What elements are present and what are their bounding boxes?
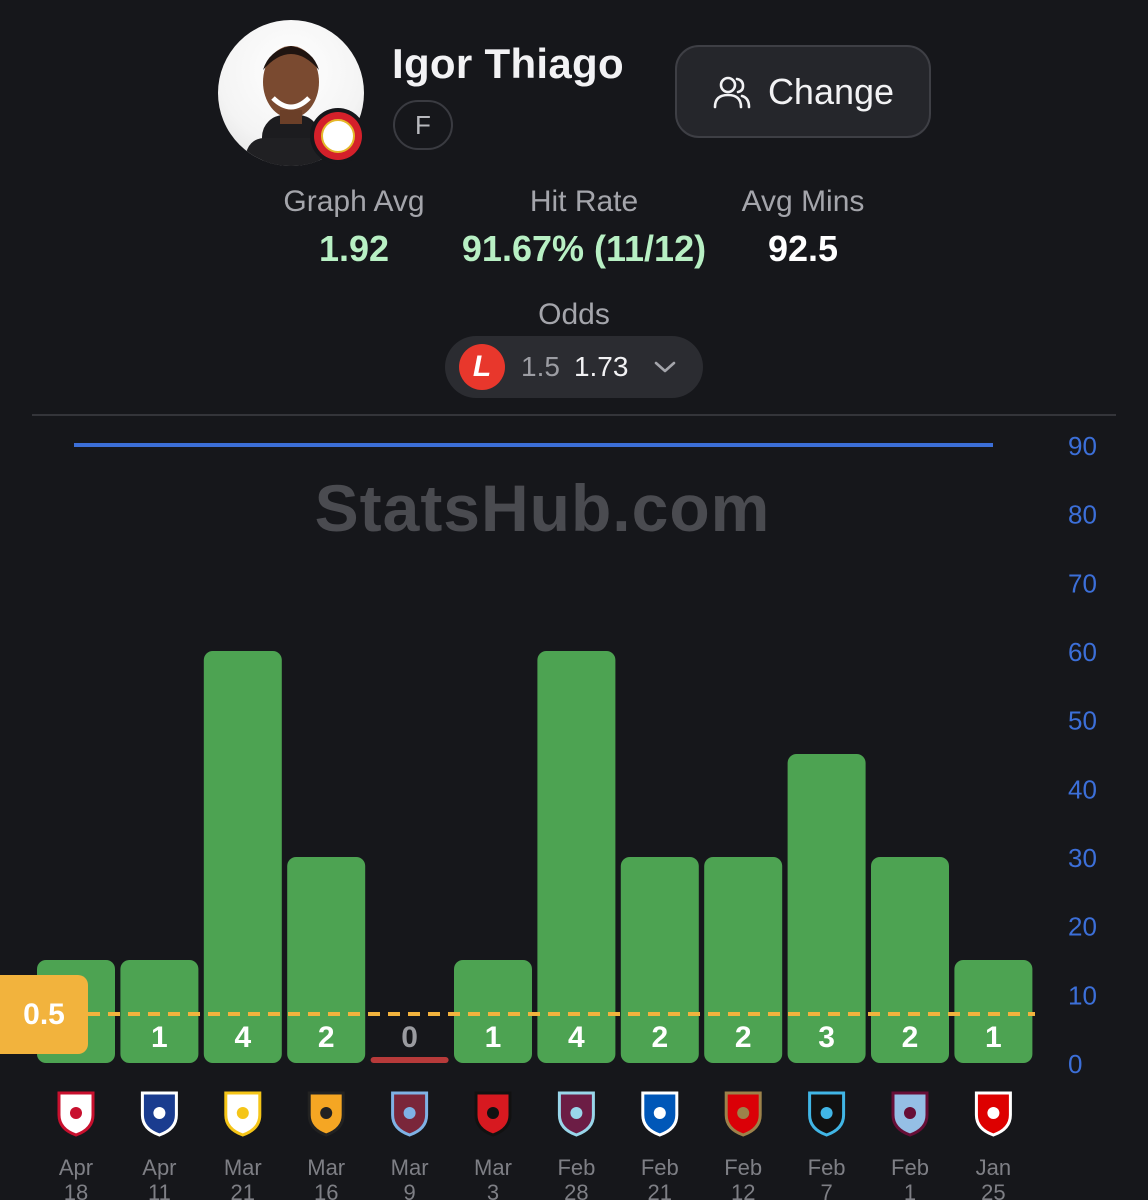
threshold-label: 0.5 [0,975,88,1054]
opponent-crest-detail [403,1107,416,1119]
odds-label: Odds [538,298,610,331]
position-badge: F [393,100,453,150]
date-day-label: 25 [981,1180,1005,1200]
hit-rate-value: 91.67% (11/12) [461,228,707,269]
opponent-crest-detail [987,1107,1000,1119]
bar [954,960,1033,1063]
player-avatar [218,20,366,166]
graph-avg-value: 1.92 [318,228,390,269]
y-tick-label: 60 [1068,637,1097,667]
date-month-label: Mar [224,1155,262,1180]
bar [787,754,866,1063]
opponent-crest-detail [904,1107,916,1119]
date-month-label: Mar [391,1155,429,1180]
change-player-button[interactable]: Change [675,45,931,138]
bar [287,857,366,1063]
bar-value-label: 2 [318,1021,335,1054]
opponent-crest-detail [153,1107,166,1119]
date-day-label: 12 [731,1180,755,1200]
opponent-crest-detail [653,1107,666,1119]
odds-line: 1.5 [521,351,560,382]
avg-mins-label: Avg Mins [741,185,865,218]
y-tick-label: 80 [1068,500,1097,530]
date-month-label: Feb [724,1155,762,1180]
date-month-label: Feb [557,1155,595,1180]
bar-value-label: 1 [151,1021,168,1054]
date-day-label: 18 [64,1180,88,1200]
date-month-label: Feb [891,1155,929,1180]
y-tick-label: 90 [1068,431,1097,461]
opponent-crest-detail [487,1107,499,1119]
divider [32,414,1116,416]
watermark: StatsHub.com [314,471,771,545]
y-tick-label: 50 [1068,706,1097,736]
hit-rate-label: Hit Rate [529,185,639,218]
bar [620,857,699,1063]
ladbrokes-logo-icon: L [459,344,505,390]
graph-avg-label: Graph Avg [283,185,425,218]
change-button-label: Change [767,70,895,112]
date-day-label: 7 [820,1180,832,1200]
y-tick-label: 40 [1068,774,1097,804]
y-tick-label: 10 [1068,980,1097,1010]
bar-value-label: 2 [651,1021,668,1054]
bar-value-label: 2 [735,1021,752,1054]
date-day-label: 16 [314,1180,338,1200]
date-day-label: 28 [564,1180,588,1200]
brentford-crest-icon [310,108,366,164]
y-tick-label: 30 [1068,843,1097,873]
opponent-crest-detail [70,1107,82,1119]
opponent-crest-detail [737,1107,750,1119]
date-month-label: Feb [808,1155,846,1180]
bar [704,857,783,1063]
opponent-crest-detail [320,1107,333,1119]
y-tick-label: 20 [1068,912,1097,942]
bar [120,960,199,1063]
bar-value-label: 1 [485,1021,502,1054]
date-month-label: Feb [641,1155,679,1180]
date-month-label: Mar [474,1155,512,1180]
bar-value-label: 1 [985,1021,1002,1054]
date-day-label: 9 [403,1180,415,1200]
date-day-label: 21 [231,1180,255,1200]
bar [370,1057,449,1063]
bar [454,960,532,1063]
opponent-crest-detail [820,1107,833,1119]
bar-value-label: 2 [902,1021,919,1054]
y-tick-label: 70 [1068,568,1097,598]
date-month-label: Apr [59,1155,93,1180]
date-day-label: 11 [148,1180,171,1200]
odds-price: 1.73 [573,351,629,382]
bar [537,651,616,1063]
bar-value-label: 3 [818,1021,835,1054]
y-tick-label: 0 [1068,1049,1082,1079]
date-day-label: 1 [904,1180,916,1200]
opponent-crest-detail [570,1107,583,1119]
player-name: Igor Thiago [392,40,624,87]
bar [871,857,949,1063]
bar [203,651,282,1063]
date-day-label: 3 [487,1180,499,1200]
opponent-crest-detail [236,1107,249,1119]
date-month-label: Mar [307,1155,345,1180]
odds-selector[interactable]: L 1.5 1.73 [445,336,703,398]
bar-value-label: 4 [568,1021,585,1054]
bar-value-label: 4 [234,1021,251,1054]
avg-mins-value: 92.5 [767,228,839,269]
bar-value-label: 0 [401,1021,418,1054]
minutes-goals-chart: 0102030405060708090Apr181Apr114Mar212Mar… [37,431,1097,1200]
date-month-label: Jan [976,1155,1011,1180]
date-month-label: Apr [142,1155,176,1180]
date-day-label: 21 [648,1180,672,1200]
chevron-down-icon [655,361,676,373]
users-icon [713,76,751,108]
